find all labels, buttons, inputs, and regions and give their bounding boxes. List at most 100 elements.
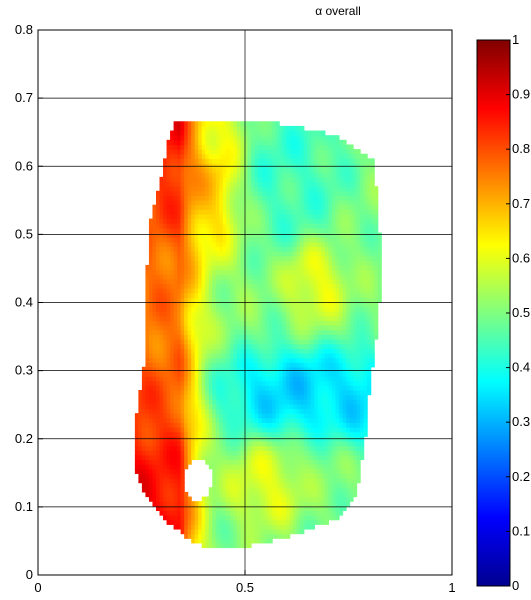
heatmap-cell	[261, 121, 266, 127]
heatmap-cell	[331, 491, 337, 498]
heatmap-cell	[303, 510, 308, 516]
heatmap-cell	[303, 260, 308, 266]
heatmap-cell	[331, 371, 337, 377]
heatmap-cell	[222, 450, 227, 456]
heatmap-cell	[187, 153, 192, 159]
heatmap-cell	[222, 269, 227, 275]
heatmap-cell	[236, 357, 242, 363]
heatmap-cell	[201, 181, 206, 187]
heatmap-cell	[145, 417, 150, 423]
heatmap-cell	[286, 264, 291, 271]
heatmap-cell	[300, 431, 305, 437]
heatmap-cell	[215, 538, 220, 544]
heatmap-cell	[279, 144, 284, 150]
heatmap-cell	[261, 380, 266, 386]
heatmap-cell	[229, 339, 235, 345]
heatmap-cell	[303, 496, 308, 502]
heatmap-cell	[346, 311, 351, 317]
heatmap-cell	[170, 519, 175, 525]
heatmap-cell	[275, 464, 280, 470]
heatmap-cell	[342, 269, 347, 275]
heatmap-cell	[286, 357, 291, 363]
heatmap-cell	[170, 306, 175, 312]
heatmap-cell	[208, 519, 213, 525]
heatmap-cell	[335, 218, 340, 224]
heatmap-cell	[268, 496, 273, 502]
heatmap-cell	[272, 209, 277, 215]
heatmap-cell	[268, 524, 273, 530]
heatmap-cell	[324, 325, 330, 331]
heatmap-cell	[328, 464, 333, 470]
heatmap-cell	[152, 246, 157, 252]
heatmap-cell	[198, 237, 203, 243]
heatmap-cell	[229, 125, 235, 132]
heatmap-cell	[170, 158, 175, 164]
heatmap-cell	[226, 255, 231, 261]
heatmap-cell	[198, 190, 203, 196]
heatmap-cell	[205, 533, 210, 539]
heatmap-cell	[265, 334, 270, 340]
heatmap-cell	[310, 380, 315, 386]
heatmap-cell	[236, 454, 242, 461]
heatmap-cell	[289, 325, 294, 331]
heatmap-cell	[286, 362, 291, 368]
heatmap-cell	[282, 380, 287, 386]
heatmap-cell	[275, 283, 280, 289]
heatmap-cell	[163, 158, 168, 164]
heatmap-cell	[141, 366, 147, 373]
heatmap-cell	[215, 496, 220, 502]
heatmap-cell	[314, 496, 319, 502]
heatmap-cell	[331, 311, 337, 317]
heatmap-cell	[258, 149, 263, 155]
heatmap-cell	[314, 246, 319, 252]
heatmap-cell	[338, 357, 344, 363]
heatmap-cell	[324, 320, 330, 326]
heatmap-cell	[338, 366, 344, 373]
heatmap-cell	[191, 325, 196, 331]
heatmap-cell	[254, 371, 259, 377]
heatmap-cell	[148, 399, 154, 405]
heatmap-cell	[307, 144, 312, 150]
heatmap-cell	[226, 501, 231, 507]
heatmap-cell	[201, 311, 206, 317]
heatmap-cell	[240, 394, 245, 400]
heatmap-cell	[166, 232, 171, 238]
heatmap-cell	[159, 491, 164, 498]
heatmap-cell	[254, 241, 259, 247]
heatmap-cell	[324, 403, 330, 410]
heatmap-cell	[145, 473, 150, 479]
heatmap-cell	[236, 519, 242, 525]
heatmap-cell	[198, 297, 203, 303]
heatmap-cell	[251, 320, 256, 326]
heatmap-cell	[198, 431, 203, 437]
heatmap-cell	[198, 278, 203, 285]
heatmap-cell	[233, 278, 238, 285]
heatmap-cell	[296, 385, 301, 391]
heatmap-cell	[219, 158, 224, 164]
heatmap-cell	[222, 149, 227, 155]
heatmap-cell	[187, 218, 192, 224]
heatmap-cell	[247, 297, 252, 303]
heatmap-cell	[170, 288, 175, 294]
heatmap-cell	[198, 440, 203, 447]
heatmap-cell	[166, 200, 171, 206]
heatmap-cell	[219, 121, 224, 127]
heatmap-cell	[243, 339, 249, 345]
heatmap-cell	[310, 348, 315, 354]
heatmap-cell	[331, 417, 337, 423]
heatmap-cell	[328, 496, 333, 502]
heatmap-cell	[317, 167, 322, 173]
heatmap-cell	[145, 274, 150, 280]
heatmap-cell	[258, 394, 263, 400]
heatmap-cell	[282, 427, 287, 433]
heatmap-cell	[163, 223, 168, 229]
heatmap-cell	[191, 144, 196, 150]
heatmap-cell	[346, 274, 351, 280]
heatmap-cell	[233, 292, 238, 298]
heatmap-cell	[138, 464, 143, 470]
heatmap-cell	[236, 403, 242, 410]
heatmap-cell	[236, 315, 242, 322]
heatmap-cell	[229, 297, 235, 303]
heatmap-cell	[328, 399, 333, 405]
heatmap-cell	[215, 491, 220, 498]
